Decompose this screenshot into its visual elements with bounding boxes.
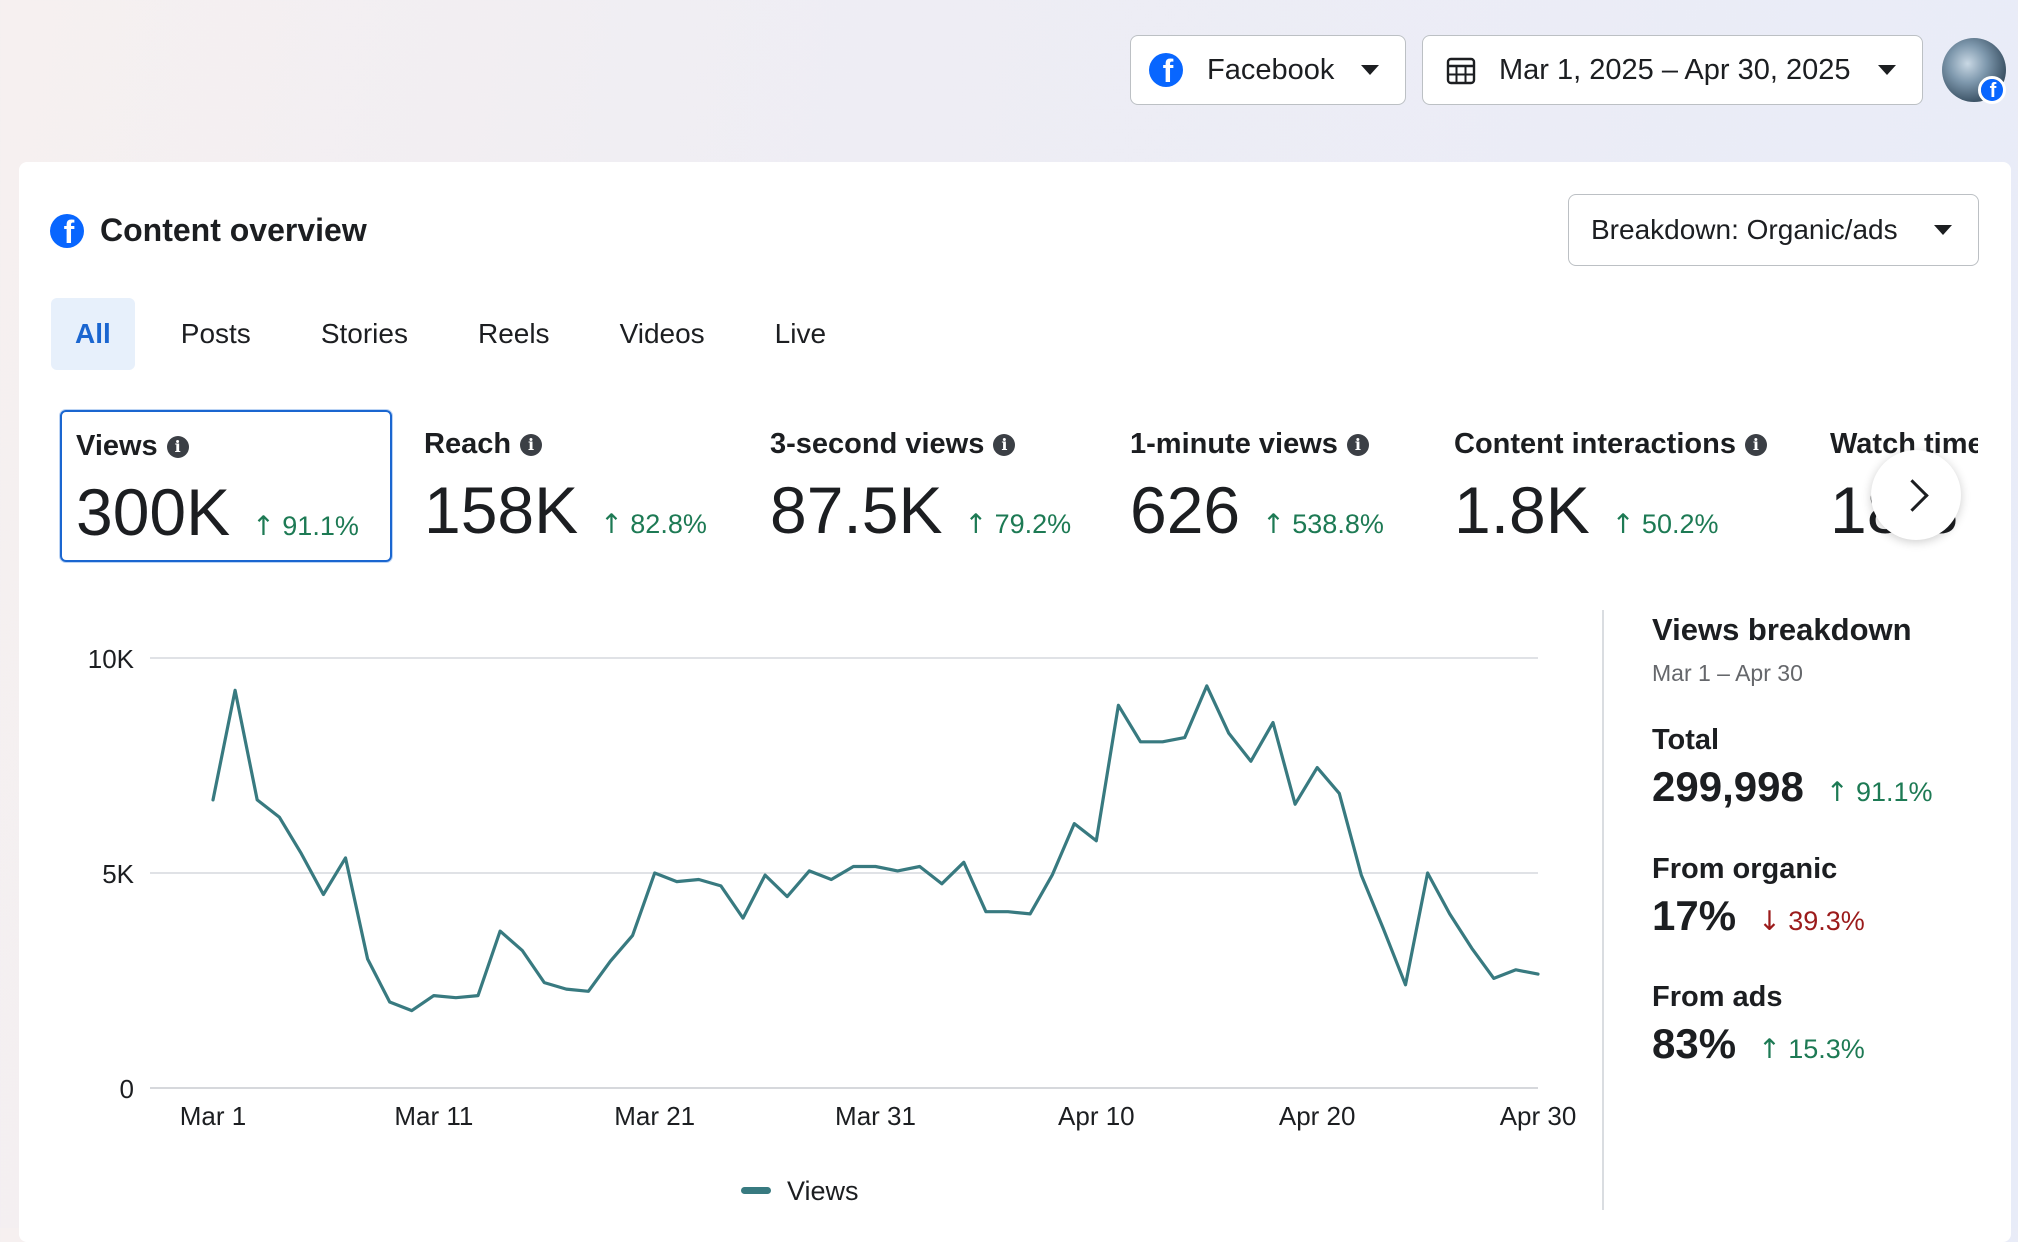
arrow-down-icon: ↓: [1758, 906, 1781, 937]
metric-value: 300K: [76, 475, 231, 549]
arrow-up-icon: ↑: [1825, 777, 1849, 808]
ads-section: From ads 83% ↑ 15.3%: [1652, 981, 1865, 1068]
y-tick-label: 0: [120, 1074, 134, 1104]
metric-card-1-minute-views[interactable]: 1-minute views i 626 ↑ 538.8%: [1116, 410, 1436, 562]
tab-live[interactable]: Live: [774, 318, 827, 349]
arrow-up-icon: ↑: [252, 511, 275, 542]
views-breakdown-title: Views breakdown: [1652, 612, 1912, 647]
metric-card-reach[interactable]: Reach i 158K ↑ 82.8%: [410, 410, 740, 562]
next-metrics-button[interactable]: [1871, 450, 1961, 540]
views-breakdown-range: Mar 1 – Apr 30: [1652, 660, 1803, 686]
card-header: f Content overview: [50, 212, 367, 249]
arrow-up-icon: ↑: [1262, 509, 1285, 540]
platform-label: Facebook: [1207, 53, 1335, 86]
metric-change: 50.2%: [1641, 509, 1719, 539]
x-tick-label: Apr 30: [1500, 1101, 1577, 1131]
metric-label: 3-second views: [770, 428, 985, 460]
metric-label: Reach: [424, 428, 512, 460]
facebook-icon: f: [50, 213, 84, 248]
organic-section: From organic 17% ↓ 39.3%: [1652, 853, 1865, 940]
metric-value: 158K: [424, 473, 579, 547]
metric-label: Content interactions: [1454, 428, 1736, 460]
metric-change: 91.1%: [282, 511, 359, 541]
x-tick-label: Mar 1: [180, 1101, 246, 1131]
organic-label: From organic: [1652, 853, 1838, 885]
views-line-chart: 10K 5K 0 Mar 1 Mar 11 Mar 21 Mar 31 Apr 10 Apr …: [88, 644, 1577, 1206]
tab-reels[interactable]: Reels: [477, 318, 550, 349]
ads-change: 15.3%: [1788, 1034, 1865, 1064]
total-change: 91.1%: [1855, 777, 1933, 807]
y-tick-label: 5K: [102, 859, 134, 889]
metric-label: Views: [76, 430, 158, 462]
arrow-up-icon: ↑: [1611, 509, 1635, 540]
info-icon[interactable]: i: [166, 435, 189, 458]
total-section: Total 299,998 ↑ 91.1%: [1652, 724, 1933, 811]
metric-label: 1-minute views: [1130, 428, 1338, 460]
top-bar: f Facebook Mar 1, 2025 – Apr 30, 2025 f: [0, 0, 2018, 162]
calendar-icon: [1446, 57, 1476, 85]
legend-label: Views: [787, 1176, 859, 1206]
x-tick-label: Apr 20: [1279, 1101, 1356, 1131]
content-overview-card: [19, 162, 2011, 1242]
tab-videos[interactable]: Videos: [619, 318, 705, 349]
arrow-up-icon: ↑: [964, 509, 988, 540]
sidebar-divider: [1602, 610, 1604, 1210]
date-range-dropdown[interactable]: Mar 1, 2025 – Apr 30, 2025: [1422, 35, 1923, 105]
content-type-tabs: All Posts Stories Reels Videos Live: [51, 298, 872, 370]
metric-change: 538.8%: [1292, 509, 1384, 539]
organic-change: 39.3%: [1788, 906, 1865, 936]
date-range-label: Mar 1, 2025 – Apr 30, 2025: [1499, 53, 1851, 86]
breakdown-label: Breakdown: Organic/ads: [1591, 214, 1898, 245]
platform-dropdown[interactable]: f Facebook: [1130, 35, 1406, 105]
total-label: Total: [1652, 724, 1720, 756]
chevron-right-icon: [1895, 478, 1929, 512]
metric-change: 82.8%: [630, 509, 707, 539]
info-icon[interactable]: i: [520, 433, 543, 456]
facebook-icon: f: [1149, 53, 1183, 87]
avatar-badge: f: [1978, 76, 2006, 104]
metric-value: 87.5K: [770, 473, 943, 547]
arrow-up-icon: ↑: [1758, 1034, 1781, 1065]
x-tick-label: Mar 31: [835, 1101, 916, 1131]
tab-all[interactable]: All: [51, 298, 135, 370]
y-tick-label: 10K: [88, 644, 135, 674]
ads-value: 83%: [1652, 1020, 1737, 1067]
caret-down-icon: [1878, 65, 1896, 75]
x-tick-label: Mar 21: [614, 1101, 695, 1131]
info-icon[interactable]: i: [1346, 433, 1369, 456]
metric-change: 79.2%: [994, 509, 1072, 539]
metric-value: 1.8K: [1454, 473, 1590, 547]
tab-posts[interactable]: Posts: [180, 318, 251, 349]
x-tick-label: Apr 10: [1058, 1101, 1135, 1131]
ads-label: From ads: [1652, 981, 1783, 1013]
metric-value: 626: [1130, 473, 1241, 547]
arrow-up-icon: ↑: [600, 509, 623, 540]
legend-swatch: [741, 1187, 771, 1194]
metric-card-3-second-views[interactable]: 3-second views i 87.5K ↑ 79.2%: [756, 410, 1096, 562]
metric-card-content-interactions[interactable]: Content interactions i 1.8K ↑ 50.2%: [1440, 410, 1810, 562]
caret-down-icon: [1361, 65, 1379, 75]
card-title: Content overview: [100, 212, 367, 248]
info-icon[interactable]: i: [1744, 433, 1767, 456]
breakdown-dropdown[interactable]: Breakdown: Organic/ads: [1568, 194, 1979, 266]
views-series-line: [211, 684, 1540, 1013]
metric-card-views[interactable]: Views i 300K ↑ 91.1%: [60, 410, 392, 562]
organic-value: 17%: [1652, 892, 1737, 939]
caret-down-icon: [1934, 225, 1952, 235]
x-tick-label: Mar 11: [394, 1101, 473, 1131]
total-value: 299,998: [1652, 763, 1804, 810]
tab-stories[interactable]: Stories: [320, 318, 408, 349]
facebook-icon: f: [1981, 79, 2003, 101]
info-icon[interactable]: i: [993, 433, 1016, 456]
